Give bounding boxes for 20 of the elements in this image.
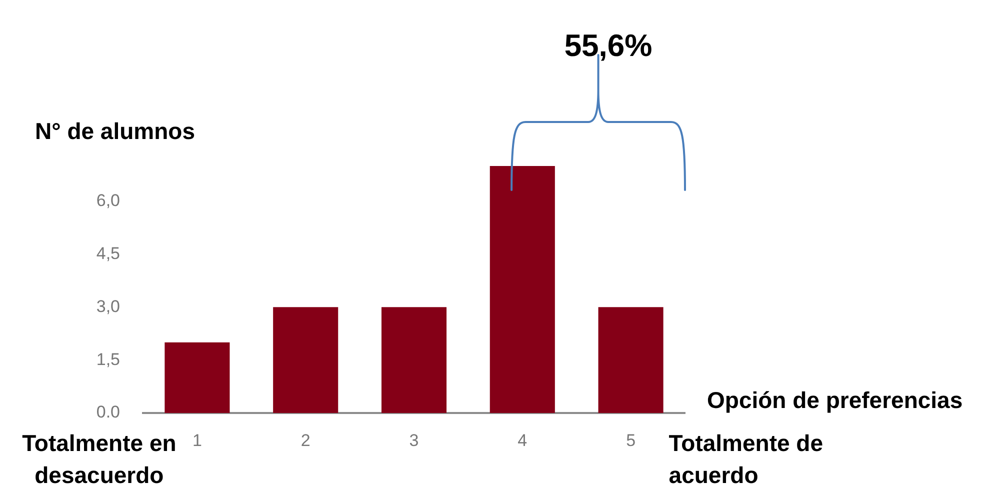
x-tick-label: 3 xyxy=(409,430,419,450)
y-tick-label: 3,0 xyxy=(96,296,120,316)
y-tick-label: 6,0 xyxy=(96,190,120,210)
text: Totalmente en desacuerdo xyxy=(21,429,178,489)
y-tick-label: 0.0 xyxy=(96,402,120,422)
bar xyxy=(490,166,555,413)
x-axis-title: Opción de preferencias xyxy=(707,386,963,415)
x-tick-label: 1 xyxy=(192,430,202,450)
bar xyxy=(598,307,664,413)
bar xyxy=(164,342,230,413)
text: 55,6% xyxy=(564,28,652,64)
y-tick-label: 1,5 xyxy=(96,350,120,369)
x-tick-label: 2 xyxy=(300,430,310,450)
bar xyxy=(273,307,338,413)
y-axis-title: N° de alumnos xyxy=(35,117,196,146)
x-tick-label: 4 xyxy=(518,430,528,450)
y-tick-label: 4,5 xyxy=(96,244,120,263)
x-tick-label: 5 xyxy=(626,430,636,450)
bar xyxy=(381,307,447,413)
text: Totalmente de acuerdo xyxy=(668,429,824,489)
